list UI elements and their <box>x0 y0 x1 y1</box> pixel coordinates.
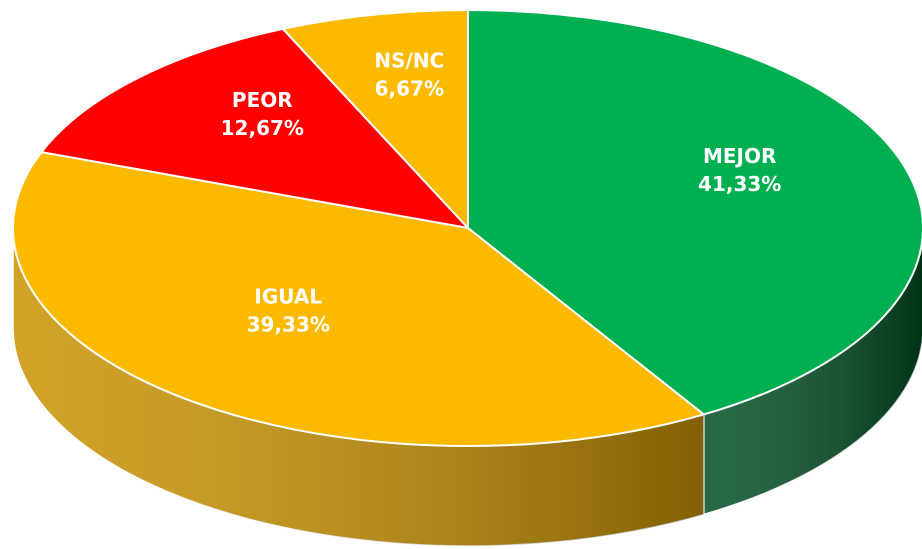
pie-slice <box>39 27 471 230</box>
slice-value: 39,33% <box>247 313 330 337</box>
pie-side-shade <box>703 241 922 515</box>
slice-value: 6,67% <box>375 76 444 100</box>
slice-label: NS/NC <box>374 48 444 72</box>
pie-slice <box>12 151 706 447</box>
slice-label: MEJOR <box>703 144 776 168</box>
pie-slice <box>467 8 922 416</box>
slice-value: 41,33% <box>698 172 781 196</box>
pie-slice <box>280 8 469 231</box>
slice-label: IGUAL <box>254 285 322 309</box>
slice-value: 12,67% <box>221 116 304 140</box>
pie-side-shade <box>13 228 704 547</box>
slice-label: PEOR <box>232 88 293 112</box>
